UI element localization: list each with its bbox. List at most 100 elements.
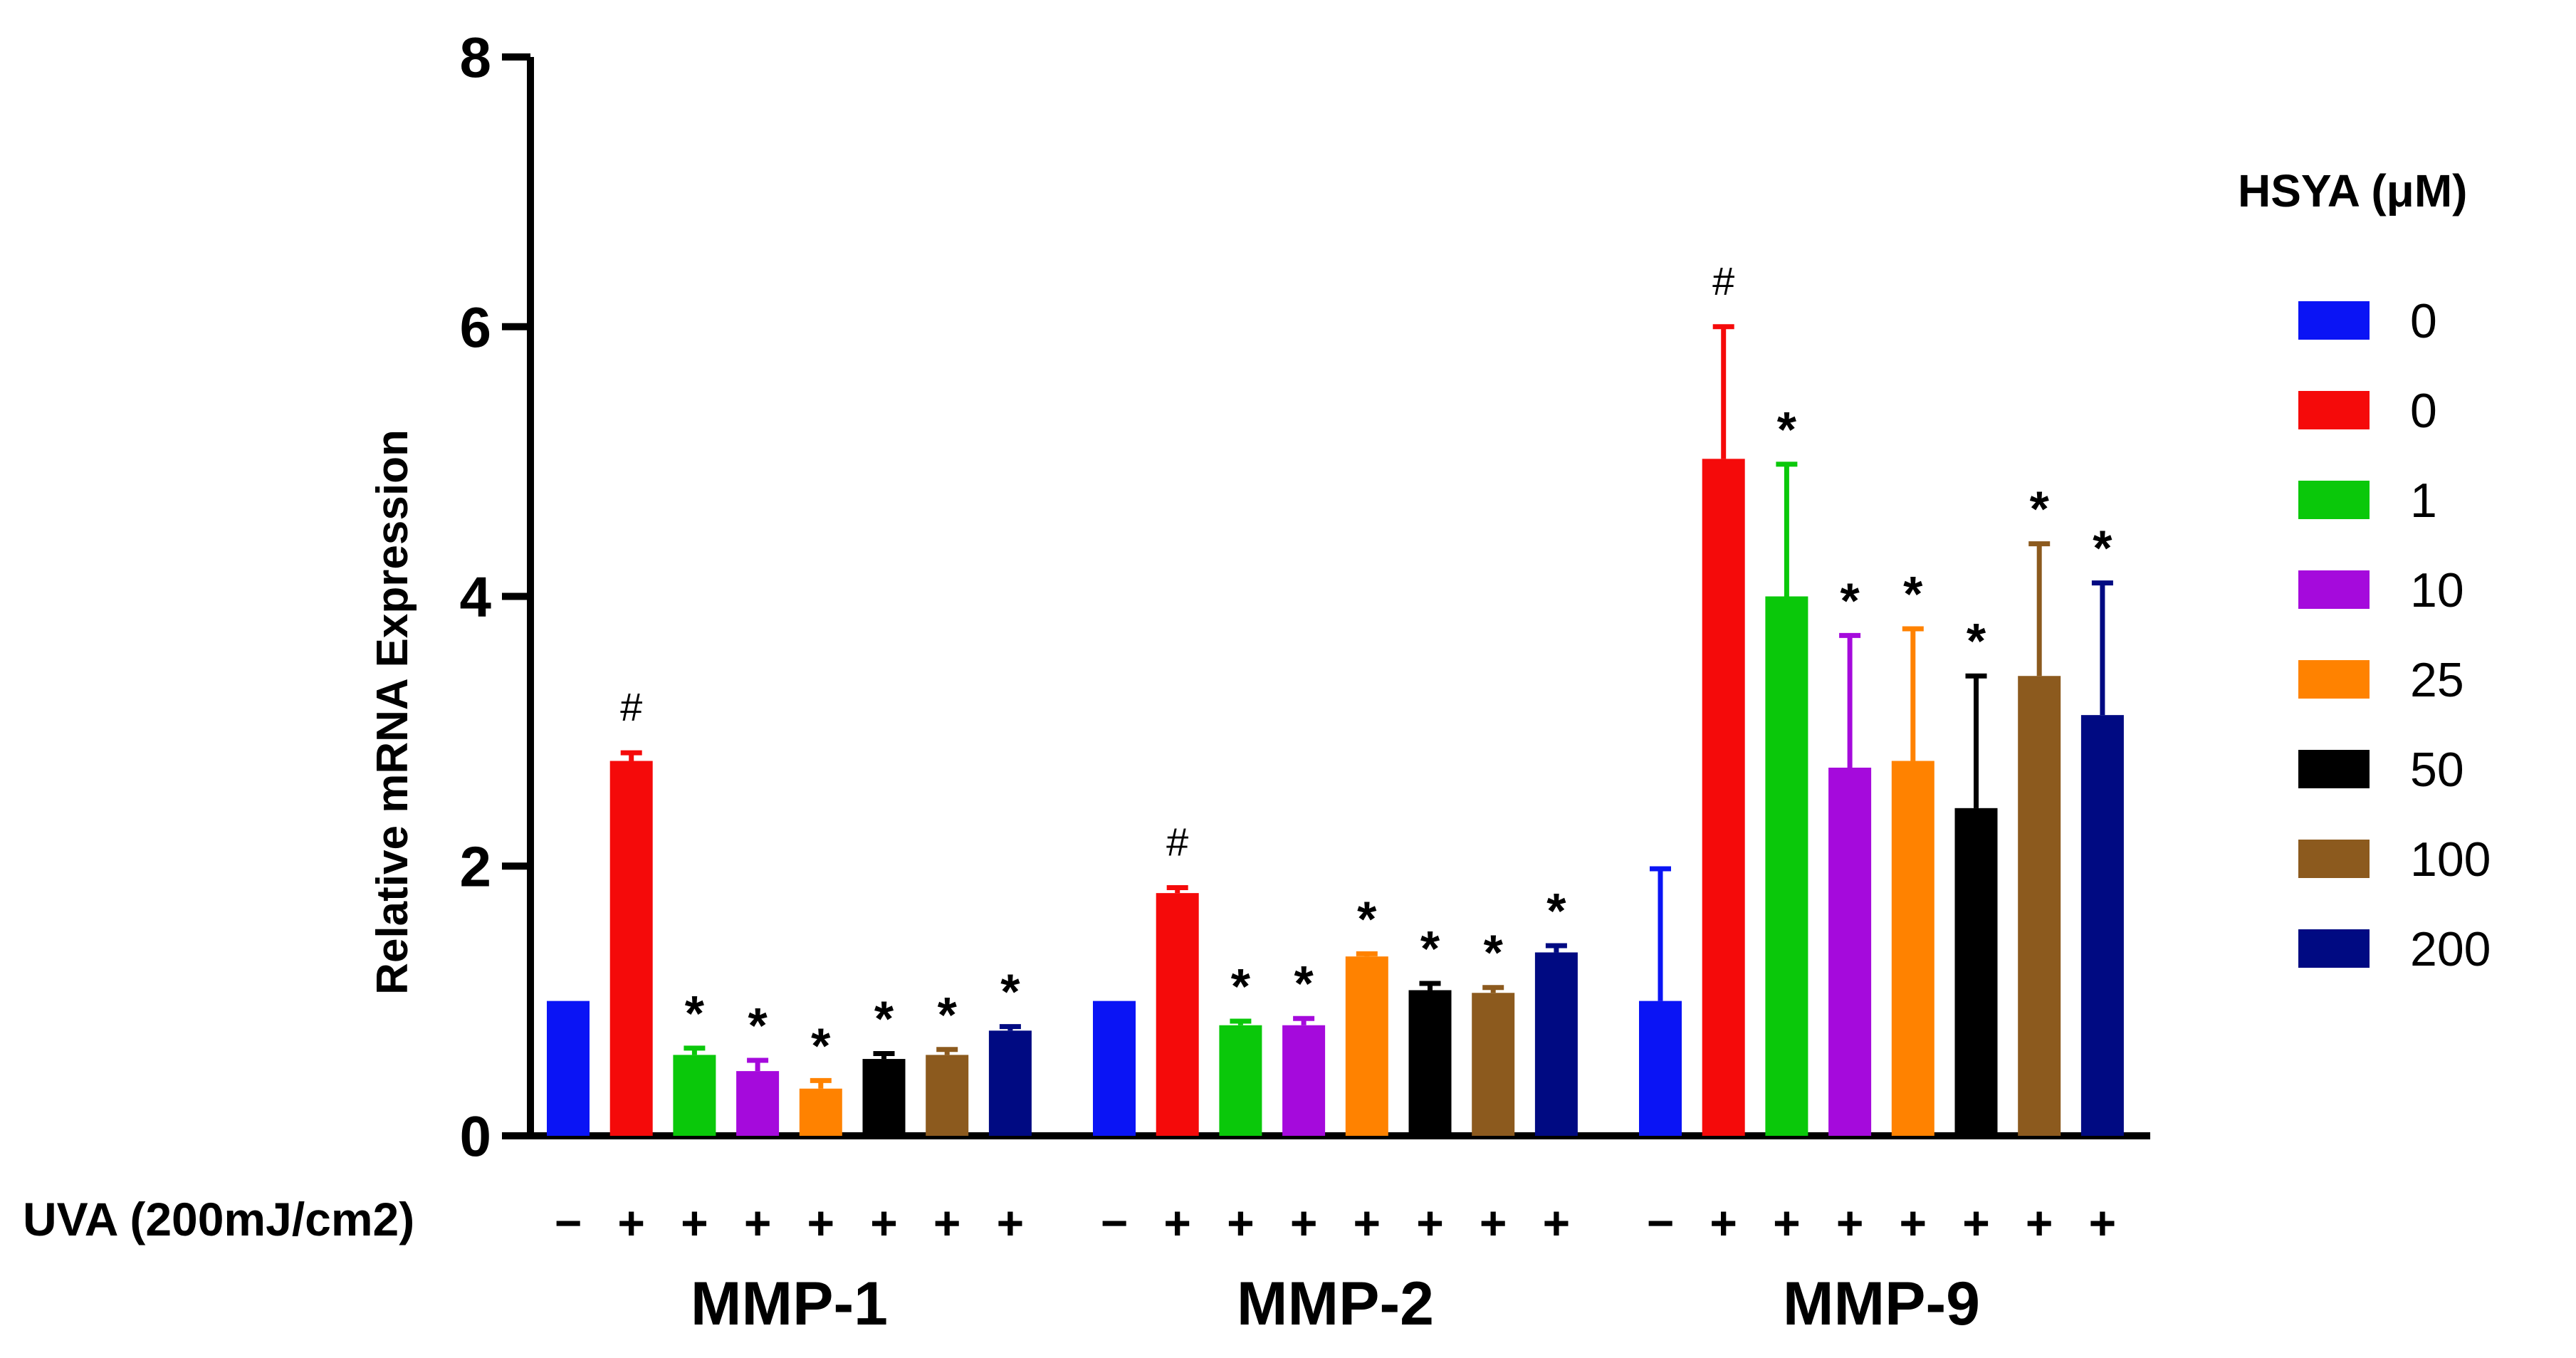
uva-sign: + (1543, 1196, 1571, 1249)
legend-label: 1 (2410, 474, 2437, 528)
significance-star: * (2093, 521, 2112, 576)
uva-sign: + (870, 1196, 898, 1249)
significance-star: * (2030, 481, 2050, 537)
category-label: MMP-9 (1783, 1270, 1980, 1338)
bar (1534, 952, 1578, 1136)
bar (736, 1071, 780, 1136)
legend-swatch (2298, 391, 2370, 429)
significance-star: * (811, 1018, 831, 1073)
y-axis-label-group: Relative mRNA Expression (368, 429, 417, 995)
significance-star: * (1357, 891, 1377, 946)
y-tick-label: 4 (460, 565, 492, 629)
uva-sign: + (1480, 1196, 1507, 1249)
uva-sign: − (1647, 1196, 1675, 1249)
significance-star: * (685, 986, 705, 1041)
uva-sign: + (1227, 1196, 1255, 1249)
bar (547, 1001, 590, 1136)
y-tick-label: 2 (460, 835, 492, 898)
significance-star: * (1546, 883, 1566, 939)
significance-star: * (1231, 959, 1251, 1014)
bar (1891, 761, 1934, 1136)
uva-sign: + (1163, 1196, 1191, 1249)
legend-label: 50 (2410, 743, 2464, 797)
uva-sign: + (807, 1196, 835, 1249)
significance-star: * (1294, 956, 1314, 1011)
y-axis-label: Relative mRNA Expression (368, 429, 417, 995)
bar (926, 1055, 969, 1136)
legend-label: 25 (2410, 653, 2464, 707)
significance-star: * (1840, 573, 1860, 628)
legend-label: 0 (2410, 294, 2437, 348)
category-label: MMP-1 (691, 1270, 888, 1338)
uva-sign: + (1900, 1196, 1927, 1249)
bar (1282, 1025, 1326, 1136)
significance-star: * (938, 987, 958, 1043)
legend-label: 100 (2410, 832, 2491, 887)
bar (1639, 1001, 1682, 1136)
category-label: MMP-2 (1237, 1270, 1434, 1338)
legend-label: 10 (2410, 563, 2464, 617)
bar (988, 1030, 1032, 1136)
uva-sign: + (997, 1196, 1025, 1249)
legend: HSYA (μM) 0 0 1 10 25 50 100 200 (2238, 165, 2491, 976)
uva-sign: + (1836, 1196, 1864, 1249)
uva-sign: + (933, 1196, 961, 1249)
axes: 0 2 4 6 8 (460, 26, 2150, 1168)
bar (2080, 715, 2124, 1136)
significance-star: * (1777, 402, 1797, 457)
bar (1093, 1001, 1136, 1136)
bar (1408, 990, 1452, 1136)
legend-swatch (2298, 301, 2370, 340)
significance-hash: # (1712, 258, 1734, 303)
y-tick-label: 8 (460, 26, 492, 89)
significance-star: * (748, 998, 768, 1053)
x-axis-labels: UVA (200mJ/cm2) − + + + + + + +MMP-1− + + + + + + +MMP… (23, 1193, 2116, 1338)
bar (609, 761, 653, 1136)
legend-label: 0 (2410, 384, 2437, 438)
bar (1702, 459, 1745, 1136)
uva-sign: + (1962, 1196, 1990, 1249)
uva-sign: + (744, 1196, 772, 1249)
significance-star: * (1903, 566, 1923, 622)
significance-star: * (1484, 925, 1504, 981)
uva-label: UVA (200mJ/cm2) (23, 1193, 414, 1245)
uva-sign: + (681, 1196, 708, 1249)
significance-star: * (1000, 964, 1020, 1020)
bar (1954, 808, 1998, 1136)
uva-sign: + (2026, 1196, 2053, 1249)
y-tick-label: 0 (460, 1104, 492, 1168)
bar (799, 1088, 842, 1136)
legend-swatch (2298, 929, 2370, 968)
legend-swatch (2298, 840, 2370, 878)
significance-hash: # (1166, 820, 1188, 865)
bar (1156, 893, 1199, 1136)
bar (673, 1055, 716, 1136)
uva-sign: + (617, 1196, 645, 1249)
bar (1472, 993, 1515, 1136)
legend-swatch (2298, 570, 2370, 609)
significance-star: * (874, 991, 894, 1046)
uva-sign: + (2089, 1196, 2117, 1249)
y-tick-label: 6 (460, 296, 492, 359)
uva-sign: − (1101, 1196, 1129, 1249)
legend-swatch (2298, 660, 2370, 699)
uva-sign: + (1416, 1196, 1444, 1249)
legend-label: 200 (2410, 922, 2491, 976)
significance-star: * (1420, 921, 1440, 976)
significance-hash: # (620, 684, 642, 729)
uva-sign: + (1710, 1196, 1737, 1249)
legend-swatch (2298, 750, 2370, 788)
uva-sign: + (1290, 1196, 1318, 1249)
legend-title: HSYA (μM) (2238, 165, 2467, 216)
legend-swatch (2298, 481, 2370, 519)
uva-sign: + (1354, 1196, 1381, 1249)
uva-sign: − (555, 1196, 582, 1249)
bar (1345, 956, 1388, 1136)
bar (1765, 596, 1808, 1136)
significance-star: * (1967, 613, 1986, 669)
bar (1828, 768, 1872, 1136)
uva-sign: + (1773, 1196, 1801, 1249)
bar (2018, 676, 2061, 1136)
bar (1219, 1025, 1262, 1136)
